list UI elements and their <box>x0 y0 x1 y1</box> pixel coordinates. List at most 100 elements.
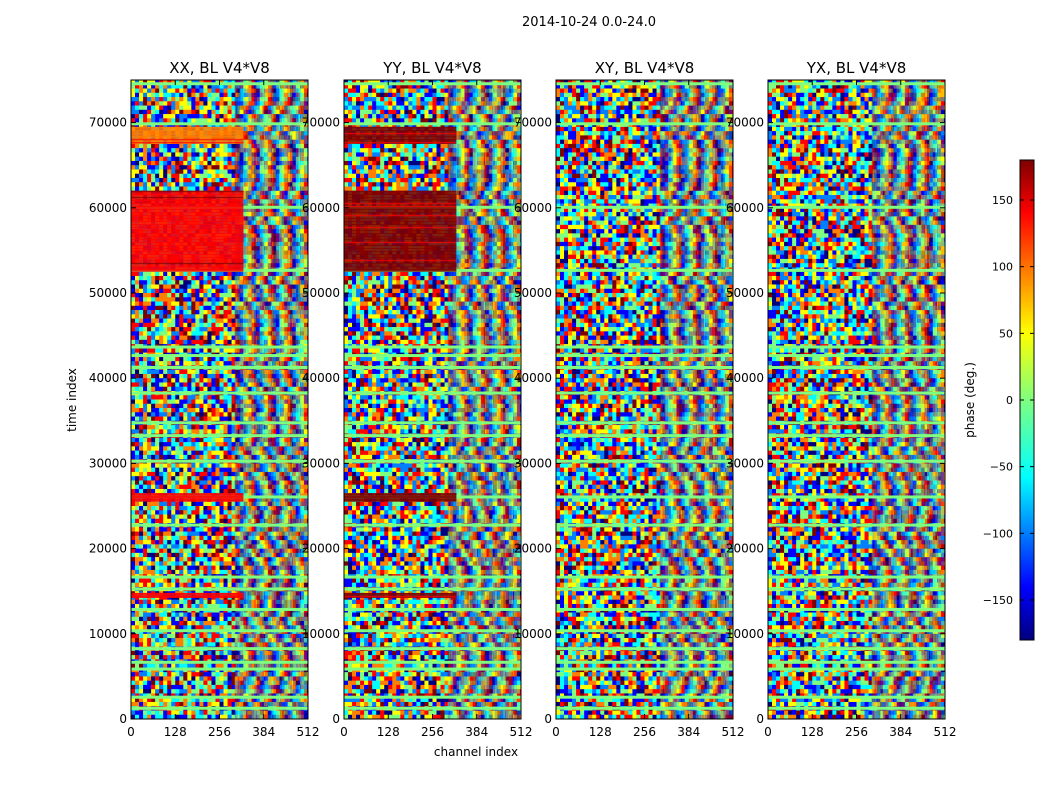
phase-cell <box>199 293 204 298</box>
phase-cell <box>159 548 164 554</box>
phase-cell <box>163 540 168 545</box>
phase-cell <box>207 531 212 537</box>
phase-cell <box>179 373 184 379</box>
phase-cell <box>199 403 204 409</box>
phase-cell <box>179 280 184 285</box>
phase-cell <box>191 156 196 162</box>
phase-cell <box>135 327 140 332</box>
phase-cell <box>187 386 192 392</box>
phase-cell <box>179 548 184 554</box>
phase-cell <box>175 399 180 405</box>
phase-cell <box>171 143 176 149</box>
phase-cell <box>171 454 176 460</box>
phase-cell <box>223 531 228 537</box>
phase-cell <box>191 540 196 545</box>
phase-cell <box>199 386 204 392</box>
phase-cell <box>187 488 192 494</box>
phase-cell <box>143 476 148 481</box>
phase-cell <box>167 471 172 477</box>
phase-cell <box>131 437 136 443</box>
phase-cell <box>155 535 160 541</box>
phase-cell <box>211 467 216 473</box>
phase-cell <box>203 356 208 362</box>
phase-cell <box>203 114 208 119</box>
phase-cell <box>147 386 152 392</box>
phase-cell <box>191 84 196 89</box>
phase-cell <box>215 114 220 119</box>
phase-cell <box>135 531 140 537</box>
phase-cell <box>143 109 148 115</box>
phase-cell <box>191 280 196 285</box>
phase-cell <box>167 442 172 447</box>
phase-cell <box>187 369 192 375</box>
phase-cell <box>159 484 164 490</box>
phase-cell <box>183 88 188 94</box>
phase-cell <box>155 177 160 183</box>
phase-cell <box>215 501 220 507</box>
phase-cell <box>155 446 160 451</box>
phase-cell <box>215 293 220 298</box>
phase-cell <box>227 101 232 106</box>
phase-cell <box>151 318 156 324</box>
phase-cell <box>175 339 180 345</box>
phase-cell <box>195 429 200 434</box>
phase-cell <box>223 275 228 281</box>
phase-cell <box>175 271 180 277</box>
phase-cell <box>167 510 172 515</box>
phase-cell <box>167 488 172 494</box>
phase-cell <box>143 373 148 379</box>
phase-cell <box>219 101 224 106</box>
phase-cell <box>199 156 204 162</box>
phase-cell <box>215 280 220 285</box>
phase-cell <box>135 109 140 115</box>
phase-cell <box>179 437 184 443</box>
phase-cell <box>215 182 220 187</box>
phase-cell <box>151 552 156 558</box>
phase-cell <box>219 169 224 175</box>
phase-cell <box>139 293 144 298</box>
phase-cell <box>211 118 216 123</box>
phase-cell <box>143 348 148 353</box>
phase-cell <box>171 548 176 554</box>
phase-cell <box>207 114 212 119</box>
phase-cell <box>231 369 236 375</box>
phase-cell <box>231 348 236 353</box>
phase-cell <box>171 275 176 281</box>
phase-cell <box>155 173 160 179</box>
phase-cell <box>183 425 188 430</box>
phase-cell <box>191 275 196 281</box>
phase-cell <box>215 118 220 123</box>
phase-cell <box>143 506 148 511</box>
phase-cell <box>159 182 164 187</box>
phase-cell <box>143 318 148 324</box>
phase-cell <box>175 531 180 537</box>
phase-cell <box>223 429 228 434</box>
phase-cell <box>183 348 188 353</box>
phase-cell <box>171 293 176 298</box>
phase-cell <box>155 373 160 379</box>
phase-cell <box>155 156 160 162</box>
phase-cell <box>215 160 220 166</box>
phase-cell <box>215 310 220 315</box>
phase-cell <box>163 544 168 549</box>
phase-cell <box>203 275 208 281</box>
phase-cell <box>131 416 136 422</box>
phase-cell <box>139 314 144 319</box>
phase-cell <box>147 284 152 290</box>
phase-cell <box>227 148 232 153</box>
phase-cell <box>219 399 224 405</box>
phase-cell <box>171 114 176 119</box>
phase-cell <box>219 382 224 388</box>
phase-cell <box>207 527 212 532</box>
phase-cell <box>195 101 200 106</box>
phase-cell <box>183 305 188 311</box>
panels: XX, BL V4*V80 128 256 384 512010000200003000… <box>89 59 957 739</box>
phase-cell <box>203 101 208 106</box>
phase-cell <box>135 156 140 162</box>
phase-cell <box>183 446 188 451</box>
phase-cell <box>131 173 136 179</box>
phase-cell <box>135 544 140 549</box>
phase-cell <box>167 416 172 422</box>
phase-cell <box>151 331 156 336</box>
phase-cell <box>183 177 188 183</box>
